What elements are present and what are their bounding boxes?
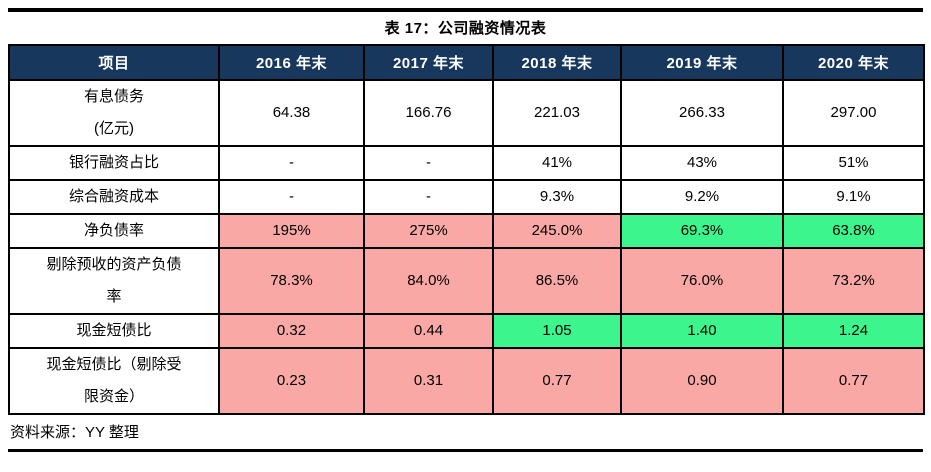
value-cell: - <box>218 145 365 181</box>
row-label: 银行融资占比 <box>8 145 220 181</box>
value-cell: 1.40 <box>620 313 784 349</box>
value-cell: 76.0% <box>620 247 784 315</box>
value-cell: 9.3% <box>492 179 622 215</box>
table-row: 银行融资占比 - -41% 43% 51% <box>8 145 925 181</box>
table-row: 有息债务 (亿元) 64.38 166.76 221.03 266.33 297.00 <box>8 79 925 147</box>
table-row: 剔除预收的资产负债 率 78.3% 84.0% 86.5% 76.0% 73.2% <box>8 247 925 315</box>
column-header: 项目 <box>8 44 220 81</box>
row-label: 综合融资成本 <box>8 179 220 215</box>
value-cell: 245.0% <box>492 213 622 249</box>
value-cell: 84.0% <box>363 247 494 315</box>
value-cell: 297.00 <box>782 79 925 147</box>
column-header: 2017 年末 <box>363 44 494 81</box>
value-cell: - <box>363 145 494 181</box>
column-header: 2020 年末 <box>782 44 925 81</box>
value-cell: 0.44 <box>363 313 494 349</box>
value-cell: 1.24 <box>782 313 925 349</box>
row-label: 现金短债比（剔除受 限资金） <box>8 347 220 415</box>
value-cell: 63.8% <box>782 213 925 249</box>
report-page: 表 17：公司融资情况表 项目 2016 年末 2017 年末 2018 年末 2019… <box>0 8 931 472</box>
value-cell: 275% <box>363 213 494 249</box>
value-cell: 221.03 <box>492 79 622 147</box>
table-row: 综合融资成本 - -9.3% 9.2% 9.1% <box>8 179 925 215</box>
value-cell: 73.2% <box>782 247 925 315</box>
table-body: 有息债务 (亿元) 64.38 166.76 221.03 266.33 297.00 银行… <box>8 79 925 415</box>
row-label: 剔除预收的资产负债 率 <box>8 247 220 315</box>
company-financing-table: 项目 2016 年末 2017 年末 2018 年末 2019 年末 2020 年末 有息… <box>8 44 925 415</box>
table-row: 净负债率 195% 275% 245.0% 69.3% 63.8% <box>8 213 925 249</box>
table-title: 表 17：公司融资情况表 <box>384 20 547 37</box>
column-header: 2019 年末 <box>620 44 784 81</box>
value-cell: 9.2% <box>620 179 784 215</box>
value-cell: 0.32 <box>218 313 365 349</box>
value-cell: 69.3% <box>620 213 784 249</box>
value-cell: 51% <box>782 145 925 181</box>
header-row: 项目 2016 年末 2017 年末 2018 年末 2019 年末 2020 年末 <box>8 44 925 81</box>
column-header: 2016 年末 <box>218 44 365 81</box>
value-cell: 9.1% <box>782 179 925 215</box>
value-cell: 195% <box>218 213 365 249</box>
value-cell: 78.3% <box>218 247 365 315</box>
row-label: 有息债务 (亿元) <box>8 79 220 147</box>
value-cell: 266.33 <box>620 79 784 147</box>
value-cell: 0.23 <box>218 347 365 415</box>
value-cell: 0.90 <box>620 347 784 415</box>
source-note: 资料来源：YY 整理 <box>10 424 139 441</box>
value-cell: 166.76 <box>363 79 494 147</box>
value-cell: - <box>218 179 365 215</box>
top-divider <box>8 8 923 12</box>
table-row: 现金短债比 0.32 0.44 1.05 1.40 1.24 <box>8 313 925 349</box>
row-label: 净负债率 <box>8 213 220 249</box>
row-label: 现金短债比 <box>8 313 220 349</box>
value-cell: 86.5% <box>492 247 622 315</box>
value-cell: 1.05 <box>492 313 622 349</box>
value-cell: 0.77 <box>492 347 622 415</box>
value-cell: 0.77 <box>782 347 925 415</box>
bottom-divider <box>8 449 923 452</box>
column-header: 2018 年末 <box>492 44 622 81</box>
table-row: 现金短债比（剔除受 限资金） 0.23 0.31 0.77 0.90 0.77 <box>8 347 925 415</box>
value-cell: - <box>363 179 494 215</box>
value-cell: 64.38 <box>218 79 365 147</box>
value-cell: 43% <box>620 145 784 181</box>
value-cell: 0.31 <box>363 347 494 415</box>
value-cell: 41% <box>492 145 622 181</box>
